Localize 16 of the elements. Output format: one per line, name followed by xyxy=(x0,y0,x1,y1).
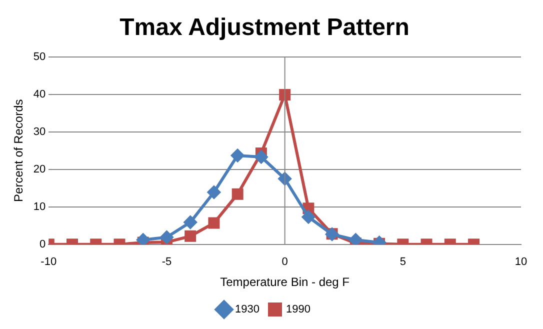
x-axis-title: Temperature Bin - deg F xyxy=(220,275,350,290)
y-tick-label: 50 xyxy=(33,50,46,63)
x-tick-label: 0 xyxy=(282,256,288,268)
y-tick-label: 10 xyxy=(33,200,46,213)
y-tick-label: 40 xyxy=(33,88,46,100)
y-tick-label: 30 xyxy=(33,126,46,138)
y-tick-label: 20 xyxy=(33,163,46,176)
y-tick-label: 0 xyxy=(40,238,46,250)
legend-label: 1990 xyxy=(286,304,310,316)
legend-label: 1930 xyxy=(235,304,260,316)
x-tick-label: 10 xyxy=(514,256,528,268)
x-tick-label: -5 xyxy=(162,256,172,268)
x-tick-label: -10 xyxy=(40,256,57,268)
chart-title: Tmax Adjustment Pattern xyxy=(120,14,410,42)
y-axis-title: Percent of Records xyxy=(12,99,26,202)
x-tick-label: 5 xyxy=(400,256,406,268)
